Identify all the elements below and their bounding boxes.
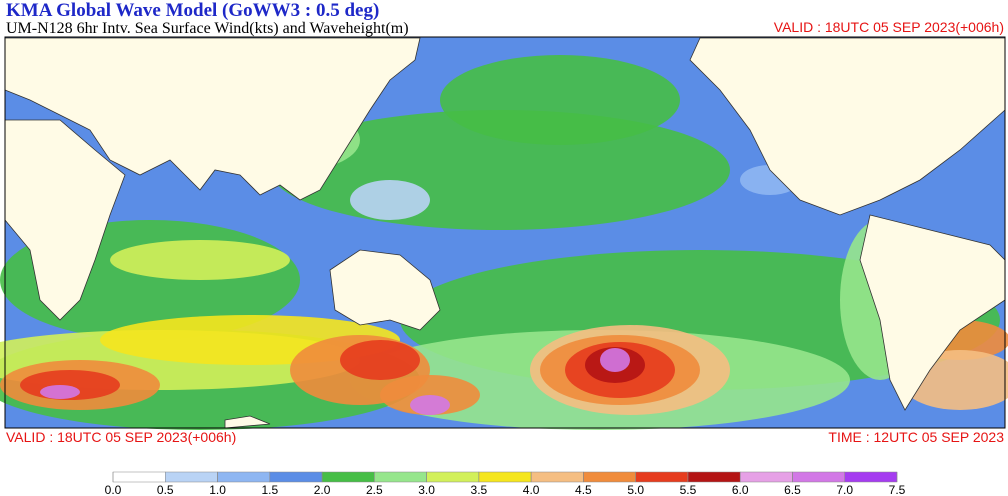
colorbar-swatch [426, 471, 480, 483]
wave-field [40, 385, 80, 399]
colorbar-swatch [374, 471, 427, 483]
colorbar-swatch [583, 471, 636, 483]
title: KMA Global Wave Model (GoWW3 : 0.5 deg) [6, 0, 379, 21]
colorbar-swatch [687, 471, 741, 483]
colorbar-swatch [269, 471, 323, 483]
colorbar-label: 7.0 [836, 483, 853, 496]
colorbar-swatch [165, 471, 218, 483]
colorbar-swatch [112, 471, 166, 483]
colorbar-label: 6.5 [784, 483, 801, 496]
colorbar-swatch [792, 471, 845, 483]
wave-field [440, 55, 680, 145]
colorbar-label: 4.5 [575, 483, 592, 496]
australia [329, 249, 441, 331]
valid-label: VALID : 18UTC 05 SEP 2023(+006h) [774, 19, 1004, 35]
colorbar-swatch [530, 471, 584, 483]
colorbar-swatch [478, 471, 532, 483]
colorbar-swatch [844, 471, 898, 483]
time-label: TIME : 12UTC 05 SEP 2023 [828, 429, 1004, 445]
wave-field [350, 180, 430, 220]
colorbar-label: 6.0 [732, 483, 749, 496]
colorbar-label: 2.0 [314, 483, 331, 496]
colorbar: 0.0 0.5 1.0 1.5 2.0 2.5 3.0 3.5 4.0 4.5 5.0 5.5 6.0 6… [105, 471, 906, 496]
africa [4, 119, 126, 321]
antarctic [224, 415, 271, 429]
colorbar-swatch [739, 471, 793, 483]
colorbar-label: 0.5 [157, 483, 174, 496]
map [0, 36, 1008, 430]
colorbar-label: 4.0 [523, 483, 540, 496]
colorbar-swatch [321, 471, 375, 483]
colorbar-swatch [217, 471, 271, 483]
colorbar-label: 5.0 [627, 483, 644, 496]
colorbar-label: 1.0 [209, 483, 226, 496]
eurasia [4, 37, 421, 201]
colorbar-label: 7.5 [889, 483, 906, 496]
colorbar-label: 3.5 [471, 483, 488, 496]
colorbar-label: 1.5 [261, 483, 278, 496]
map-frame [4, 36, 1006, 429]
valid-label: VALID : 18UTC 05 SEP 2023(+006h) [6, 429, 236, 445]
colorbar-label: 5.5 [680, 483, 697, 496]
colorbar-label: 0.0 [105, 483, 122, 496]
subtitle: UM-N128 6hr Intv. Sea Surface Wind(kts) … [6, 20, 409, 37]
wave-field [110, 240, 290, 280]
wave-field [340, 340, 420, 380]
wave-field [600, 348, 630, 372]
south-america [859, 214, 1006, 411]
colorbar-swatch [635, 471, 689, 483]
colorbar-label: 2.5 [366, 483, 383, 496]
colorbar-label: 3.0 [418, 483, 435, 496]
land [4, 37, 1006, 429]
wave-field [410, 395, 450, 415]
